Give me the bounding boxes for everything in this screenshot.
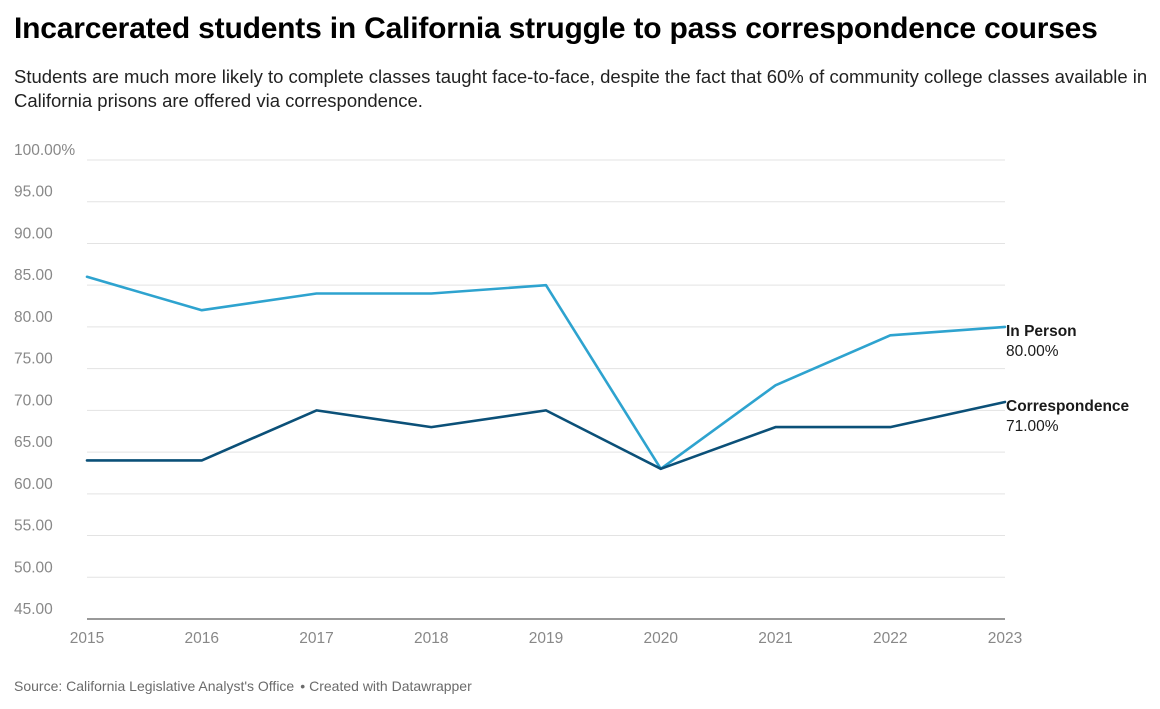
- source-text: Source: California Legislative Analyst's…: [14, 678, 295, 694]
- series-value-in-person: 80.00%: [1006, 343, 1059, 360]
- y-tick-label: 70.00: [14, 392, 53, 409]
- y-tick-label: 50.00: [14, 559, 53, 576]
- chart-subtitle: Students are much more likely to complet…: [14, 66, 1148, 111]
- series-lines: [85, 275, 1007, 471]
- chart-footer: Source: California Legislative Analyst's…: [14, 678, 472, 694]
- y-tick-label: 75.00: [14, 351, 53, 368]
- x-axis-tick-labels: 2015 2016 2017 2018 2019 2020 2021 2022 2023: [70, 630, 1022, 647]
- y-tick-label: 80.00: [14, 309, 53, 326]
- y-tick-label: 90.00: [14, 225, 53, 242]
- y-tick-label: 60.00: [14, 476, 53, 493]
- y-tick-label: 65.00: [14, 434, 53, 451]
- series-label-correspondence: Correspondence: [1006, 398, 1130, 415]
- x-tick-label: 2018: [414, 630, 448, 647]
- y-tick-label: 100.00%: [14, 142, 75, 159]
- chart-title: Incarcerated students in California stru…: [14, 12, 1098, 45]
- series-label-in-person: In Person: [1006, 323, 1077, 340]
- y-tick-label: 95.00: [14, 184, 53, 201]
- x-tick-label: 2022: [873, 630, 907, 647]
- x-tick-label: 2015: [70, 630, 104, 647]
- x-tick-label: 2016: [185, 630, 219, 647]
- y-tick-label: 85.00: [14, 267, 53, 284]
- x-tick-label: 2019: [529, 630, 563, 647]
- x-tick-label: 2017: [299, 630, 333, 647]
- line-chart: 45.00 50.00 55.00 60.00 65.00 70.00 75.00 80.00…: [14, 142, 1130, 647]
- footer-separator: •: [300, 678, 306, 694]
- x-tick-label: 2020: [644, 630, 679, 647]
- credit-text: Created with Datawrapper: [309, 678, 472, 694]
- y-tick-label: 45.00: [14, 601, 53, 618]
- x-tick-label: 2023: [988, 630, 1022, 647]
- gridlines: [87, 159, 1005, 620]
- y-tick-label: 55.00: [14, 518, 53, 535]
- series-line-correspondence: [85, 400, 1007, 471]
- y-axis-tick-labels: 45.00 50.00 55.00 60.00 65.00 70.00 75.00 80.00…: [14, 142, 75, 618]
- series-end-labels: In Person 80.00% Correspondence 71.00%: [1006, 323, 1130, 435]
- x-tick-label: 2021: [758, 630, 792, 647]
- series-line-in-person: [85, 275, 1007, 471]
- series-value-correspondence: 71.00%: [1006, 418, 1059, 435]
